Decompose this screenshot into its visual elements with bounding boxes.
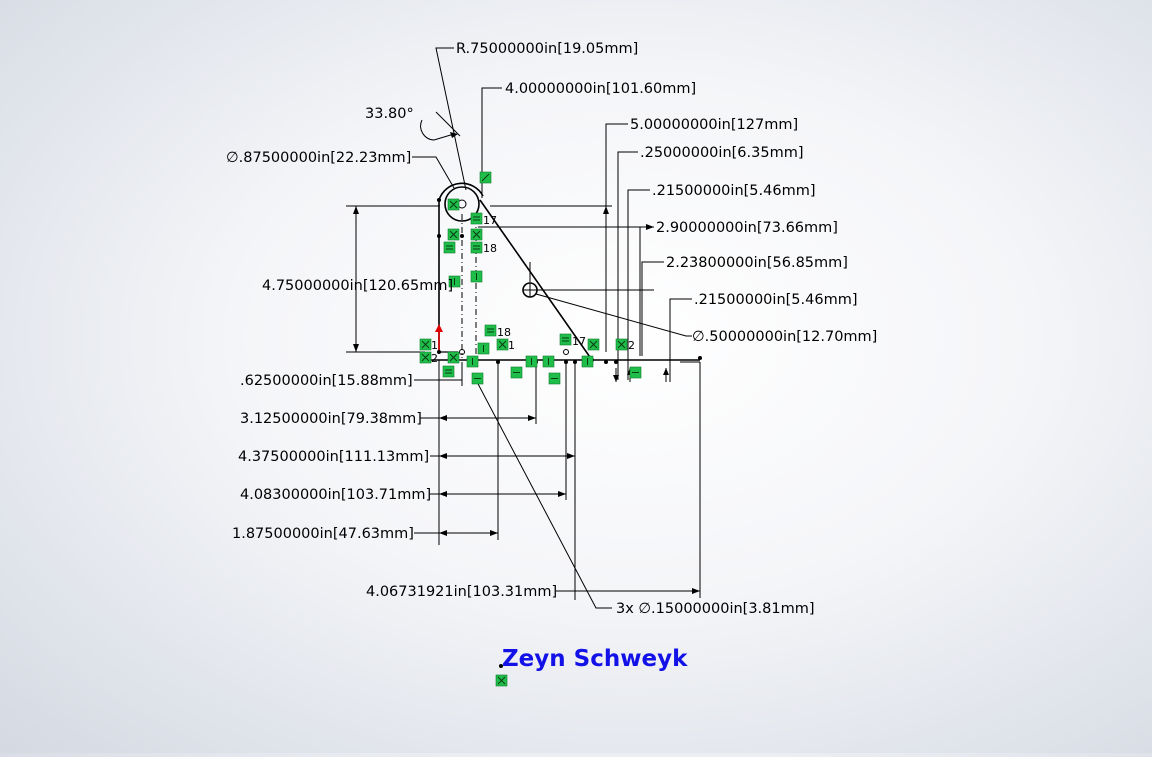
signature-text[interactable]: Zeyn Schweyk <box>502 646 688 672</box>
relation-coincident-icon[interactable] <box>496 338 509 351</box>
relation-horizontal-icon[interactable] <box>629 366 642 379</box>
relation-vertical-icon[interactable] <box>448 275 461 288</box>
relation-coincident-icon[interactable] <box>470 228 483 241</box>
dimension-lines <box>346 47 701 609</box>
relation-horizontal-icon[interactable] <box>548 372 561 385</box>
relation-coincident-icon[interactable] <box>447 228 460 241</box>
relation-coincident-icon[interactable] <box>615 338 628 351</box>
dim-1-875[interactable]: 1.87500000in[47.63mm] <box>232 526 414 542</box>
tiny-hole[interactable] <box>459 349 465 355</box>
dimension-labels: R.75000000in[19.05mm] 33.80° ∅.87500000i… <box>226 41 877 617</box>
dim-4-750[interactable]: 4.75000000in[120.65mm] <box>262 278 453 294</box>
origin-arrow-icon <box>435 324 443 332</box>
relation-number: 2 <box>431 352 438 365</box>
relation-equal-icon[interactable] <box>470 212 483 225</box>
relation-tangent-icon[interactable] <box>479 171 492 184</box>
dim-0-625[interactable]: .62500000in[15.88mm] <box>240 373 413 389</box>
relation-number: 18 <box>483 242 497 255</box>
relation-coincident-icon[interactable] <box>447 351 460 364</box>
relation-vertical-icon[interactable] <box>466 355 479 368</box>
relation-number: 1 <box>431 339 438 352</box>
dim-0-215-bottom[interactable]: .21500000in[5.46mm] <box>694 292 857 308</box>
relation-vertical-icon[interactable] <box>525 355 538 368</box>
dim-large-hole-diameter[interactable]: ∅.87500000in[22.23mm] <box>226 150 411 166</box>
dim-0-215-top[interactable]: .21500000in[5.46mm] <box>652 183 815 199</box>
relation-equal-icon[interactable] <box>559 333 572 346</box>
relation-coincident-icon[interactable] <box>419 351 432 364</box>
relation-number: 1 <box>508 339 515 352</box>
dim-2-900[interactable]: 2.90000000in[73.66mm] <box>656 220 838 236</box>
relation-horizontal-icon[interactable] <box>510 366 523 379</box>
relation-equal-icon[interactable] <box>443 241 456 254</box>
relation-coincident-icon[interactable] <box>419 338 432 351</box>
relation-fixed-icon[interactable] <box>495 674 508 687</box>
dim-5-000[interactable]: 5.00000000in[127mm] <box>630 117 798 133</box>
dim-2-238[interactable]: 2.23800000in[56.85mm] <box>666 255 848 271</box>
relation-equal-icon[interactable] <box>442 365 455 378</box>
relation-coincident-icon[interactable] <box>447 198 460 211</box>
relation-vertical-icon[interactable] <box>477 342 490 355</box>
relation-vertical-icon[interactable] <box>542 355 555 368</box>
relation-vertical-icon[interactable] <box>581 355 594 368</box>
relation-numbers: 17 18 18 17 1 1 2 2 <box>431 214 635 365</box>
dim-4-067[interactable]: 4.06731921in[103.31mm] <box>366 584 557 600</box>
dim-three-small-holes[interactable]: 3x ∅.15000000in[3.81mm] <box>616 601 815 617</box>
dim-4-375[interactable]: 4.37500000in[111.13mm] <box>238 449 429 465</box>
dim-0-250[interactable]: .25000000in[6.35mm] <box>640 145 803 161</box>
dim-4-083[interactable]: 4.08300000in[103.71mm] <box>240 487 431 503</box>
relation-number: 2 <box>628 339 635 352</box>
relation-number: 17 <box>572 335 586 348</box>
top-arc[interactable] <box>438 182 484 201</box>
relation-equal-icon[interactable] <box>484 324 497 337</box>
tiny-hole[interactable] <box>563 349 569 355</box>
dim-4-000[interactable]: 4.00000000in[101.60mm] <box>505 81 696 97</box>
relation-coincident-icon[interactable] <box>587 338 600 351</box>
relation-equal-icon[interactable] <box>470 241 483 254</box>
dim-small-hole-diameter[interactable]: ∅.50000000in[12.70mm] <box>692 329 877 345</box>
dim-3-125[interactable]: 3.12500000in[79.38mm] <box>240 411 422 427</box>
large-hole[interactable] <box>444 186 480 222</box>
relation-horizontal-icon[interactable] <box>471 372 484 385</box>
dim-angle[interactable]: 33.80° <box>365 106 414 122</box>
relation-number: 18 <box>497 326 511 339</box>
relation-vertical-icon[interactable] <box>470 270 483 283</box>
dim-radius[interactable]: R.75000000in[19.05mm] <box>456 41 638 57</box>
relation-number: 17 <box>483 214 497 227</box>
relation-markers <box>419 171 642 687</box>
